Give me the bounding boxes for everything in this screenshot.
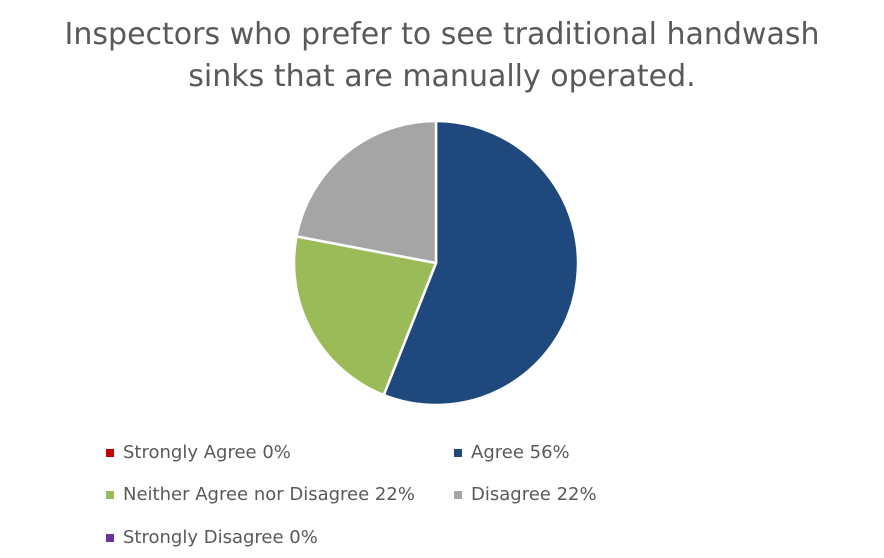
legend-label-strongly-disagree: Strongly Disagree 0%	[123, 527, 318, 548]
legend-item-strongly-agree: Strongly Agree 0%	[106, 442, 291, 463]
legend-swatch-agree	[454, 448, 462, 457]
pie-slice-disagree	[295, 119, 438, 265]
legend-label-agree: Agree 56%	[471, 442, 570, 463]
pie-slice-agree	[382, 119, 580, 407]
pie-slice-neither-agree-nor-disagree	[292, 235, 438, 397]
legend-label-neither: Neither Agree nor Disagree 22%	[123, 484, 415, 505]
legend-item-strongly-disagree: Strongly Disagree 0%	[106, 527, 318, 548]
chart-title: Inspectors who prefer to see traditional…	[0, 14, 884, 98]
legend-swatch-strongly-disagree	[106, 533, 114, 542]
legend-label-disagree: Disagree 22%	[471, 484, 597, 505]
chart-title-line-1: Inspectors who prefer to see traditional…	[64, 17, 820, 52]
legend-label-strongly-agree: Strongly Agree 0%	[123, 442, 291, 463]
legend-item-agree: Agree 56%	[454, 442, 570, 463]
legend-item-disagree: Disagree 22%	[454, 484, 597, 505]
legend-swatch-strongly-agree	[106, 448, 114, 457]
legend-item-neither: Neither Agree nor Disagree 22%	[106, 484, 415, 505]
chart-title-line-2: sinks that are manually operated.	[188, 59, 696, 94]
legend-swatch-disagree	[454, 490, 462, 499]
legend-swatch-neither	[106, 490, 114, 499]
